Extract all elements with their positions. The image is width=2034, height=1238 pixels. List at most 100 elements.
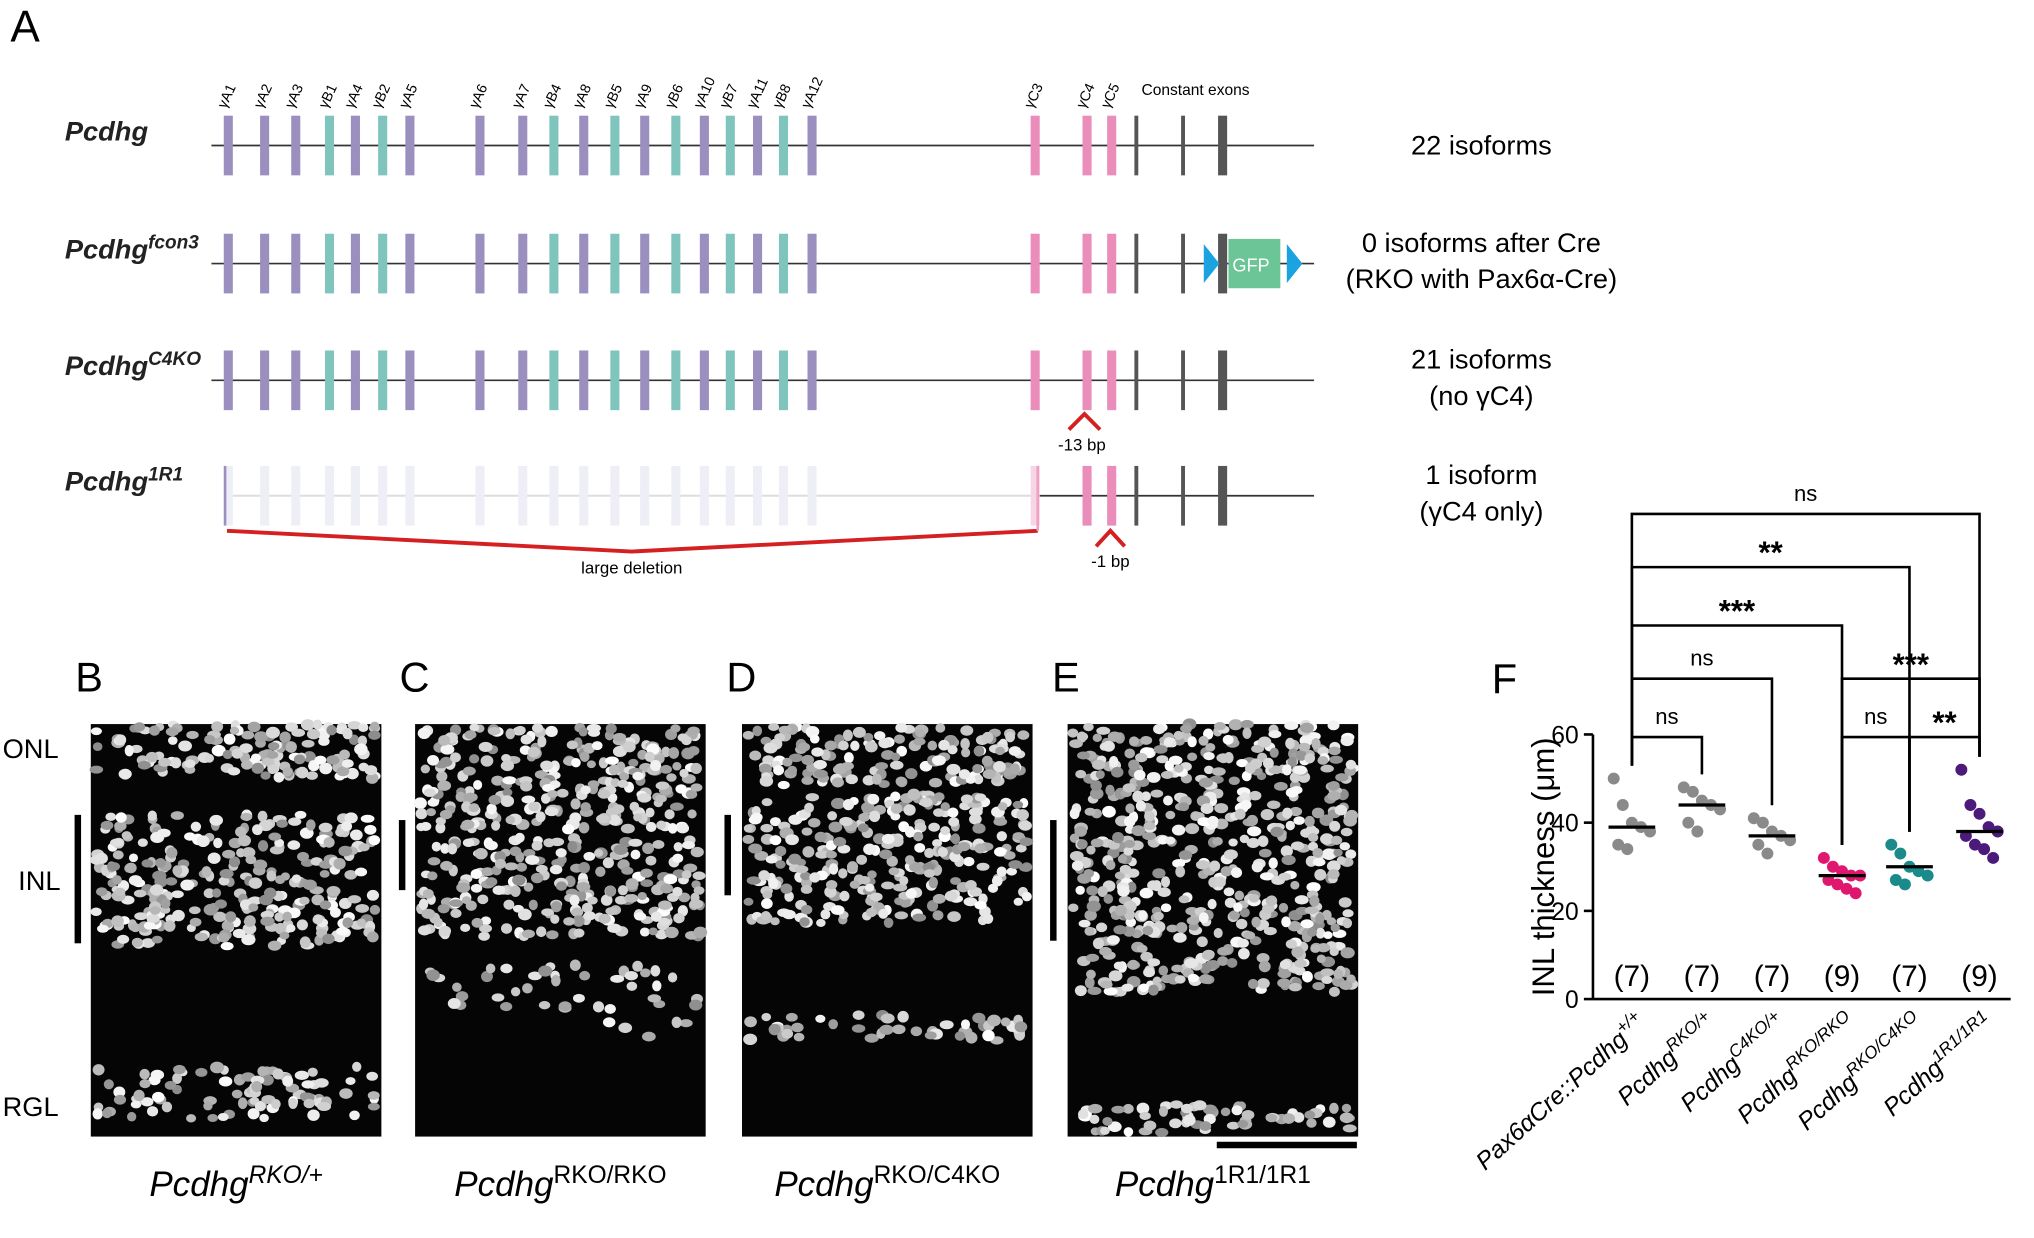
significance-bracket [1630, 677, 1774, 806]
nucleus [1217, 946, 1231, 956]
nucleus [326, 755, 340, 765]
nucleus [650, 760, 662, 772]
nucleus [112, 875, 122, 885]
nucleus [341, 821, 353, 832]
nucleus [126, 1111, 137, 1122]
nucleus [146, 1106, 159, 1117]
nucleus [194, 932, 208, 942]
exon [260, 350, 270, 411]
exon [1030, 233, 1040, 294]
nucleus [1326, 860, 1341, 872]
data-point [1686, 785, 1699, 798]
nucleus [1312, 858, 1326, 867]
nucleus [1328, 781, 1340, 791]
nucleus [1223, 887, 1235, 897]
nucleus [480, 755, 494, 767]
nucleus [260, 916, 275, 927]
nucleus [675, 784, 687, 794]
nucleus [535, 811, 546, 823]
nucleus [318, 822, 333, 833]
nucleus [614, 895, 628, 905]
nucleus [500, 963, 513, 974]
nucleus [1069, 739, 1083, 749]
nucleus [580, 802, 592, 812]
nucleus [576, 881, 591, 892]
nucleus [509, 846, 522, 857]
nucleus [768, 877, 779, 889]
nucleus [618, 1022, 633, 1034]
nucleus [243, 917, 256, 926]
nucleus [1327, 790, 1341, 801]
nucleus [1338, 897, 1352, 908]
nucleus [905, 768, 918, 780]
nucleus [874, 731, 886, 741]
nucleus [166, 847, 178, 859]
nucleus [1019, 864, 1033, 872]
nucleus [319, 762, 333, 775]
nucleus [171, 890, 184, 899]
nucleus [491, 820, 501, 831]
nucleus [1195, 860, 1210, 869]
nucleus [248, 896, 262, 905]
nucleus [211, 744, 226, 757]
nucleus [578, 822, 590, 834]
exon [1082, 233, 1092, 294]
nucleus [326, 724, 337, 736]
nucleus [1240, 799, 1252, 810]
exon [549, 350, 559, 411]
nucleus [933, 808, 945, 817]
panel-label: E [1052, 654, 1080, 701]
nucleus [888, 867, 900, 876]
nucleus [1220, 866, 1233, 877]
nucleus [1084, 926, 1095, 936]
nucleus [461, 801, 472, 813]
mutation-caret [1094, 527, 1127, 548]
nucleus [520, 734, 533, 745]
data-point [1612, 838, 1625, 851]
nucleus [974, 793, 987, 802]
nucleus [151, 935, 163, 944]
nucleus [89, 765, 104, 774]
exon [725, 465, 735, 526]
nucleus [1273, 781, 1288, 791]
nucleus [793, 1032, 805, 1042]
nucleus [742, 730, 754, 740]
nucleus [231, 1089, 243, 1099]
nucleus [1258, 960, 1271, 973]
nucleus [1228, 776, 1240, 786]
nucleus [1316, 954, 1326, 964]
nucleus [141, 938, 156, 948]
exon [291, 115, 301, 176]
nucleus [1112, 831, 1125, 844]
label: PcdhgC4KO [65, 349, 201, 381]
nucleus [299, 896, 310, 905]
nucleus [572, 915, 585, 927]
exon [725, 233, 735, 294]
nucleus [1306, 1118, 1317, 1128]
nucleus [312, 719, 323, 730]
nucleus [1282, 764, 1292, 776]
nucleus [217, 1112, 229, 1122]
label: PcdhgRKO/RKO [454, 1162, 666, 1205]
nucleus [339, 1088, 353, 1099]
nucleus [1294, 966, 1306, 976]
nucleus [419, 821, 432, 831]
nucleus [449, 752, 461, 763]
nucleus [587, 780, 600, 789]
nucleus [257, 840, 269, 852]
nucleus [1328, 746, 1341, 756]
exon [378, 465, 388, 526]
exon [699, 465, 709, 526]
nucleus [987, 1014, 1001, 1027]
significance-label: ns [1690, 646, 1713, 671]
layer-label: INL [18, 865, 60, 896]
nucleus [291, 874, 302, 883]
loxp [1203, 244, 1220, 284]
nucleus [105, 812, 117, 821]
nucleus [1278, 872, 1292, 881]
nucleus [895, 776, 907, 787]
nucleus [763, 742, 778, 754]
nucleus [676, 823, 690, 834]
nucleus [628, 758, 639, 767]
nucleus [664, 809, 675, 820]
